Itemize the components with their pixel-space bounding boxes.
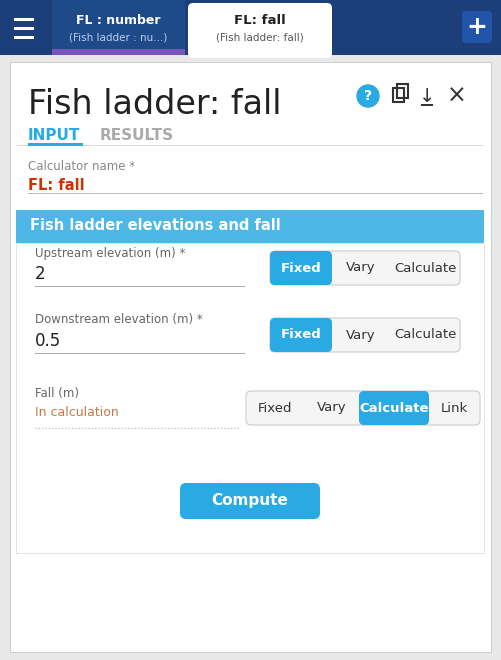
Text: Compute: Compute xyxy=(211,494,289,508)
Text: 0.5: 0.5 xyxy=(35,332,61,350)
Text: Fixed: Fixed xyxy=(258,401,292,414)
Bar xyxy=(393,88,404,102)
Text: (Fish ladder: fall): (Fish ladder: fall) xyxy=(216,32,304,42)
FancyBboxPatch shape xyxy=(462,11,492,43)
Text: Fall (m): Fall (m) xyxy=(35,387,79,399)
Text: Calculate: Calculate xyxy=(394,261,456,275)
Bar xyxy=(0,0,501,55)
Text: Calculator name *: Calculator name * xyxy=(28,160,135,172)
Text: Link: Link xyxy=(441,401,468,414)
Bar xyxy=(14,27,34,30)
Text: Calculate: Calculate xyxy=(359,401,429,414)
Text: Vary: Vary xyxy=(317,401,346,414)
Text: RESULTS: RESULTS xyxy=(100,127,174,143)
Text: Downstream elevation (m) *: Downstream elevation (m) * xyxy=(35,314,203,327)
Text: FL: fall: FL: fall xyxy=(28,178,85,193)
Text: ?: ? xyxy=(364,89,372,103)
Text: Fish ladder elevations and fall: Fish ladder elevations and fall xyxy=(30,218,281,234)
Circle shape xyxy=(357,85,379,107)
Text: Vary: Vary xyxy=(346,261,376,275)
Bar xyxy=(10,62,491,652)
Text: Calculate: Calculate xyxy=(394,329,456,341)
Bar xyxy=(35,353,245,354)
FancyBboxPatch shape xyxy=(180,483,320,519)
Bar xyxy=(421,104,433,106)
Bar xyxy=(397,84,408,98)
Text: ↓: ↓ xyxy=(419,88,435,106)
FancyBboxPatch shape xyxy=(359,391,429,425)
FancyBboxPatch shape xyxy=(270,251,460,285)
Bar xyxy=(14,36,34,39)
Bar xyxy=(16,243,484,553)
Text: INPUT: INPUT xyxy=(28,127,80,143)
Text: (Fish ladder : nu...): (Fish ladder : nu...) xyxy=(69,32,168,42)
Text: Fish ladder: fall: Fish ladder: fall xyxy=(28,88,282,121)
Bar xyxy=(52,0,185,55)
Text: Fixed: Fixed xyxy=(281,329,321,341)
Bar xyxy=(52,49,185,55)
FancyBboxPatch shape xyxy=(246,391,480,425)
Bar xyxy=(28,193,483,194)
Text: +: + xyxy=(466,15,487,39)
Text: Vary: Vary xyxy=(346,329,376,341)
Bar xyxy=(16,210,484,243)
FancyBboxPatch shape xyxy=(270,318,460,352)
FancyBboxPatch shape xyxy=(188,3,332,58)
Text: Upstream elevation (m) *: Upstream elevation (m) * xyxy=(35,246,185,259)
Text: In calculation: In calculation xyxy=(35,407,119,420)
FancyBboxPatch shape xyxy=(270,251,332,285)
Bar xyxy=(35,286,245,287)
Text: FL : number: FL : number xyxy=(76,13,161,26)
Text: 2: 2 xyxy=(35,265,46,283)
Text: ×: × xyxy=(447,84,467,108)
Bar xyxy=(28,143,83,145)
Bar xyxy=(14,18,34,21)
Text: FL: fall: FL: fall xyxy=(234,13,286,26)
Bar xyxy=(16,145,484,146)
FancyBboxPatch shape xyxy=(270,318,332,352)
Bar xyxy=(397,84,408,98)
Text: Fixed: Fixed xyxy=(281,261,321,275)
